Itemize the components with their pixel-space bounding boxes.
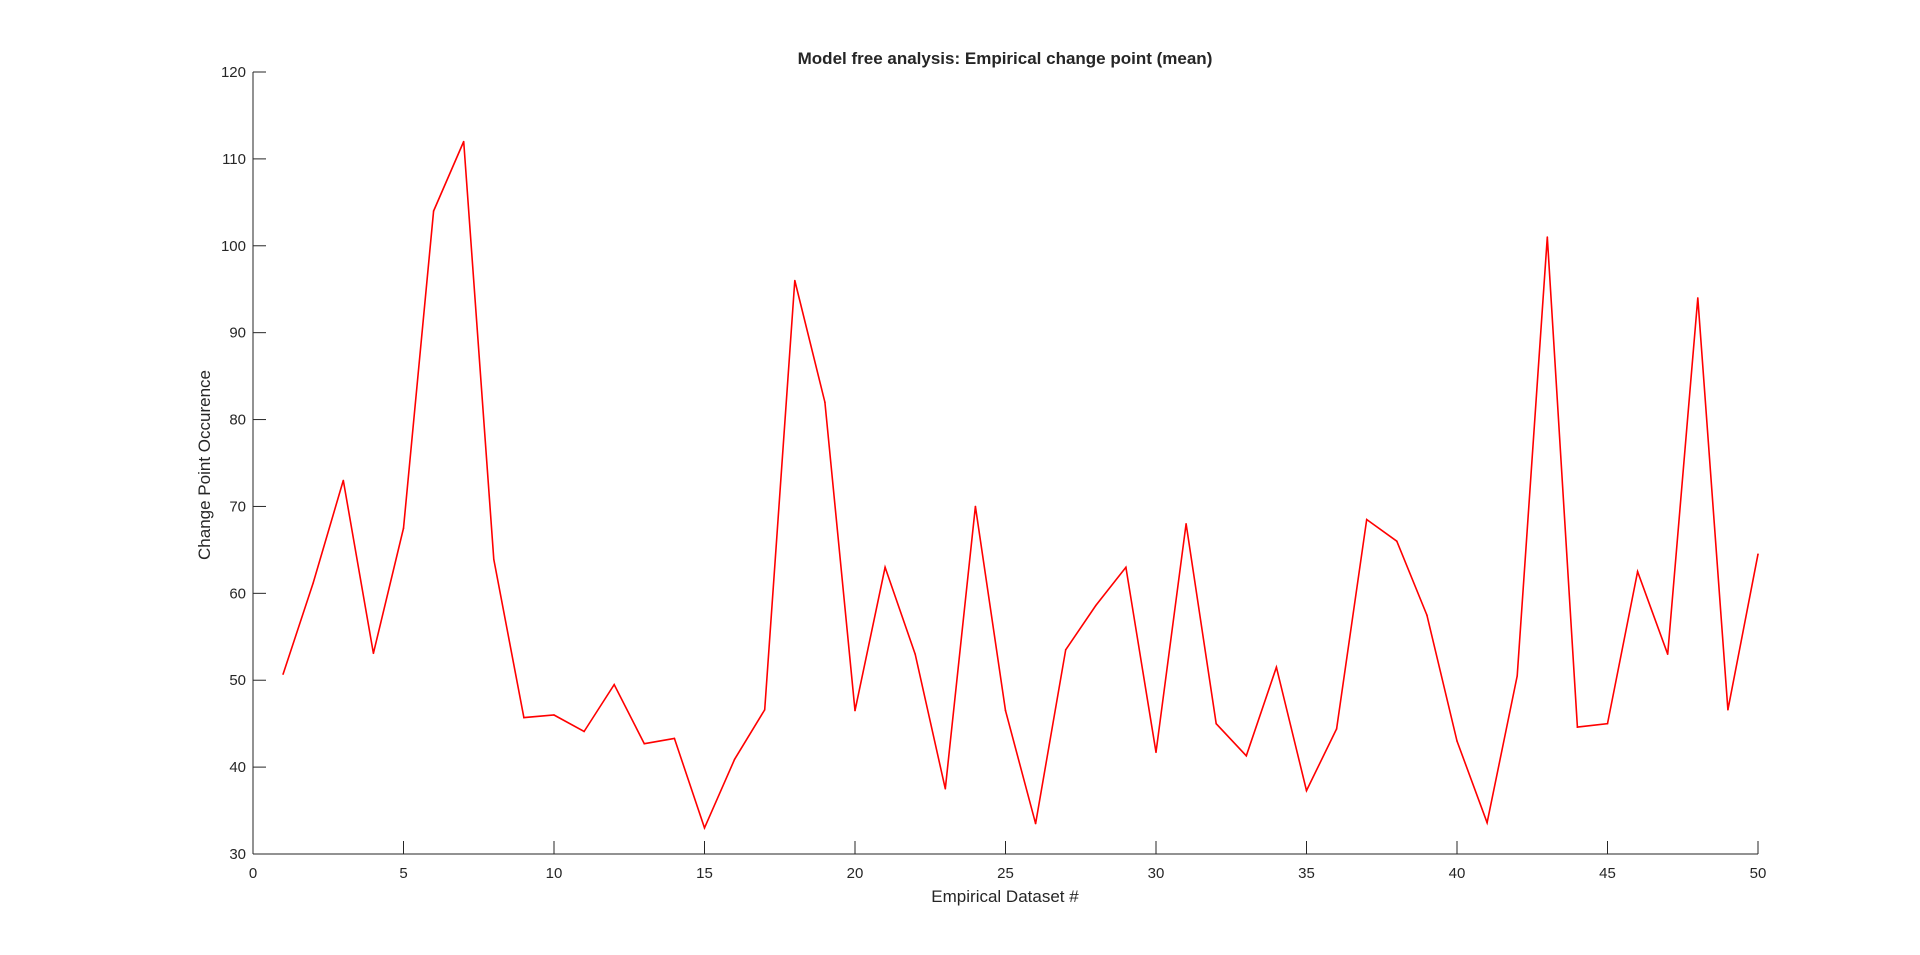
data-point [1486,821,1488,824]
data-point [1245,755,1248,757]
data-point [1185,523,1187,525]
x-tick-label: 5 [399,865,407,882]
y-tick-label: 120 [221,64,246,81]
data-point [1576,726,1579,728]
data-point [944,788,947,790]
data-point [1727,709,1729,711]
data-point [1335,728,1338,730]
data-point [1215,722,1217,725]
data-point [583,730,585,733]
data-point [703,827,706,829]
x-axis-label: Empirical Dataset # [931,887,1079,906]
x-tick-label: 30 [1148,865,1165,882]
chart-title: Model free analysis: Empirical change po… [798,49,1213,68]
data-point [613,683,615,686]
x-tick-label: 35 [1298,865,1315,882]
data-point [1426,614,1428,616]
x-tick-label: 40 [1449,865,1466,882]
data-point [733,758,736,761]
data-point [824,401,826,404]
data-point [914,653,916,655]
data-point [974,505,977,508]
data-point [1546,236,1549,238]
data-point [1697,297,1699,299]
data-point [1456,740,1458,742]
data-point [1034,822,1037,825]
data-point [523,716,525,719]
data-point [1757,553,1759,555]
y-tick-label: 60 [229,585,246,602]
x-tick-label: 45 [1599,865,1616,882]
y-tick-label: 70 [229,498,246,515]
data-point [884,566,886,569]
x-tick-label: 15 [696,865,713,882]
data-point [794,279,796,282]
data-point [432,210,435,212]
y-tick-label: 110 [222,151,246,168]
x-tick-label: 50 [1750,865,1767,882]
data-point [1666,653,1669,655]
x-axis-ticks: 0 5 10 15 20 25 30 35 40 45 50 [249,841,1767,882]
y-tick-label: 30 [229,846,246,863]
data-point [462,140,465,143]
x-tick-label: 25 [997,865,1014,882]
data-point [854,709,856,712]
data-point [1095,604,1097,607]
data-point [553,714,555,716]
data-point [312,582,315,584]
y-tick-label: 50 [229,672,246,689]
data-point [1396,540,1398,542]
data-point [1125,566,1127,569]
data-point [1305,789,1308,792]
data-point [643,742,646,745]
data-point [493,558,495,561]
data-point [402,527,405,529]
plot-area [282,140,1759,831]
data-point [1155,751,1157,754]
x-tick-label: 0 [249,865,257,882]
data-point [1516,675,1518,677]
x-tick-label: 10 [546,865,563,882]
data-point [1004,709,1007,712]
data-point [1064,649,1067,651]
data-point [372,652,375,655]
data-point [673,737,676,740]
y-tick-label: 80 [229,412,246,429]
data-point [282,673,284,675]
x-tick-label: 20 [847,865,864,882]
y-tick-label: 90 [229,325,246,342]
y-axis-label: Change Point Occurence [195,370,214,560]
data-point [342,479,345,482]
series-line-1 [282,141,1759,831]
data-point [1275,666,1278,668]
y-tick-label: 40 [229,759,246,776]
data-point [1606,722,1609,725]
y-tick-label: 100 [221,238,246,255]
data-point [1365,518,1368,521]
data-point [763,709,766,711]
data-point [1636,570,1639,573]
y-axis-ticks: 30 40 50 60 70 80 90 100 110 120 [221,64,266,863]
